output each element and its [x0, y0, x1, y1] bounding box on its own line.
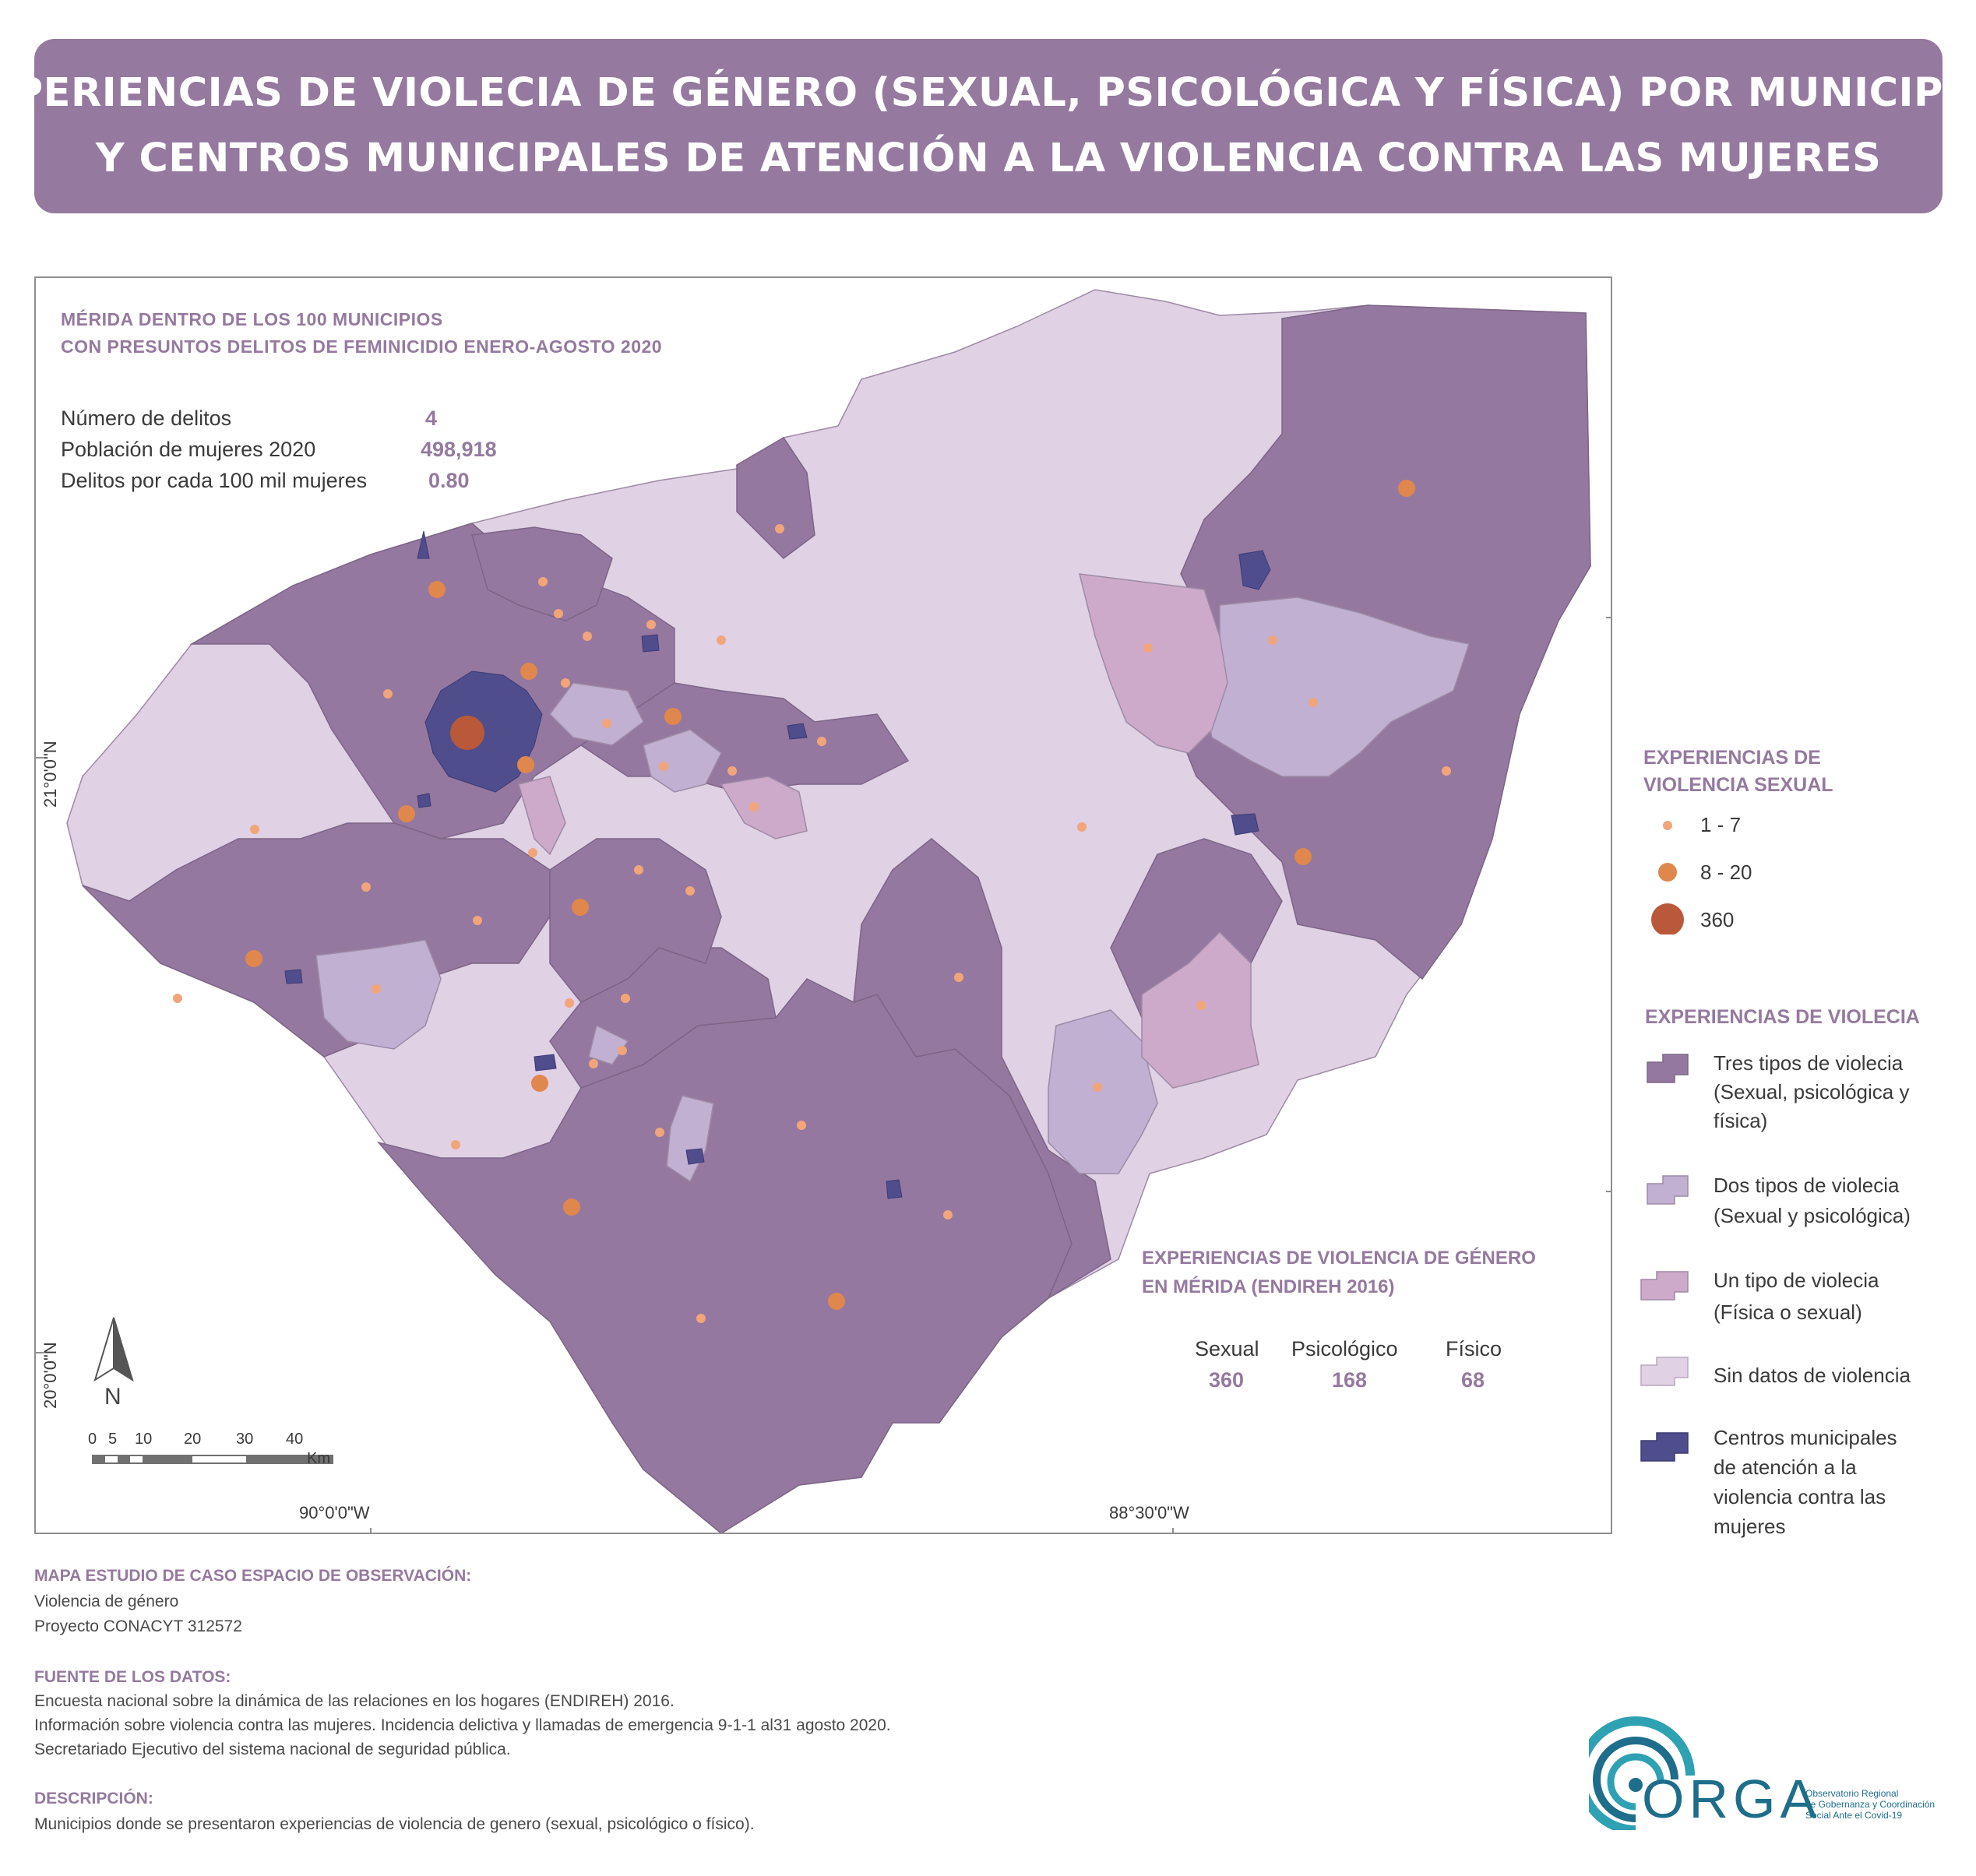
scale-unit: Km: [307, 1450, 330, 1467]
legend-tres-tipos-line-1: Tres tipos de violecia: [1714, 1051, 1904, 1075]
endireh-label-sexual: Sexual: [1195, 1337, 1259, 1360]
orga-logo-icon: [1589, 1716, 1695, 1830]
yucatan-map: [36, 289, 1611, 1533]
legend-sexual-title-2: VIOLENCIA SEXUAL: [1643, 774, 1833, 796]
scale-tick-20: 20: [184, 1431, 202, 1448]
orga-tagline-2: de Gobernanza y Coordinación: [1805, 1799, 1935, 1810]
stat-value-tasa: 0.80: [428, 469, 470, 492]
orga-tagline-1: Observatorio Regional: [1805, 1788, 1899, 1799]
scale-tick-40: 40: [286, 1431, 304, 1448]
scale-tick-5: 5: [108, 1431, 118, 1448]
dos-tipos-regions: [315, 597, 1470, 1183]
legend-tres-tipos-line-2: (Sexual, psicológica y: [1714, 1080, 1910, 1103]
legend-dos-tipos-line-1: Dos tipos de violecia: [1714, 1174, 1900, 1197]
legend-centros-line-3: violencia contra las: [1714, 1485, 1886, 1508]
title-line-2: Y CENTROS MUNICIPALES DE ATENCIÓN A LA V…: [95, 136, 1882, 181]
footer-fuente-line-1: Encuesta nacional sobre la dinámica de l…: [34, 1692, 675, 1710]
legend-sin-datos-line-1: Sin datos de violencia: [1714, 1364, 1911, 1387]
legend-sexual-class-2: 8 - 20: [1700, 861, 1752, 884]
endireh-value-psicologico: 168: [1332, 1368, 1368, 1392]
lat-label-21: 21°0'0"N: [41, 741, 60, 808]
lon-label-88: 88°30'0"W: [1109, 1503, 1189, 1522]
legend-centros-line-2: de atención a la: [1714, 1455, 1857, 1479]
legend-violencia-swatches: [1640, 1054, 1689, 1462]
scale-tick-0: 0: [88, 1431, 97, 1448]
legend-un-tipo-line-1: Un tipo de violecia: [1714, 1269, 1879, 1292]
legend-tres-tipos-line-3: física): [1714, 1109, 1768, 1132]
legend-centros-line-1: Centros municipales: [1714, 1426, 1897, 1449]
scale-tick-30: 30: [236, 1431, 254, 1448]
scale-tick-10: 10: [135, 1431, 153, 1448]
legend-sexual-class-3: 360: [1700, 908, 1735, 931]
lon-label-90: 90°0'0"W: [299, 1503, 370, 1522]
footer-fuente-line-2: Información sobre violencia contra las m…: [34, 1716, 891, 1734]
footer-fuente-line-3: Secretariado Ejecutivo del sistema nacio…: [34, 1740, 511, 1758]
scale-bar-graphic: [92, 1455, 333, 1464]
endireh-label-fisico: Físico: [1446, 1337, 1502, 1360]
endireh-heading-1: EXPERIENCIAS DE VIOLENCIA DE GÉNERO: [1142, 1248, 1536, 1269]
footer-descripcion-line-1: Municipios donde se presentaron experien…: [34, 1815, 755, 1833]
footer-mapa-line-2: Proyecto CONACYT 312572: [34, 1617, 242, 1635]
map-frame: MÉRIDA DENTRO DE LOS 100 MUNICIPIOS CON …: [34, 276, 1612, 1534]
endireh-label-psicologico: Psicológico: [1291, 1337, 1398, 1360]
stat-value-delitos: 4: [425, 407, 438, 430]
merida-heading-2: CON PRESUNTOS DELITOS DE FEMINICIDIO ENE…: [61, 336, 663, 357]
legend-sexual-title-1: EXPERIENCIAS DE: [1643, 747, 1821, 769]
legend-violencia-title: EXPERIENCIAS DE VIOLECIA: [1645, 1006, 1920, 1028]
endireh-value-sexual: 360: [1209, 1368, 1245, 1392]
north-label: N: [104, 1384, 122, 1410]
north-arrow-icon: [93, 1317, 134, 1382]
title-line-1: EXPERIENCIAS DE VIOLECIA DE GÉNERO (SEXU…: [0, 70, 1976, 116]
legend-sexual-symbols: [1651, 821, 1684, 934]
un-tipo-regions: [518, 573, 1259, 1089]
endireh-value-fisico: 68: [1461, 1368, 1485, 1392]
footer-mapa-title: MAPA ESTUDIO DE CASO ESPACIO DE OBSERVAC…: [34, 1567, 472, 1585]
legend-sexual-class-1: 1 - 7: [1700, 813, 1742, 836]
stat-value-poblacion: 498,918: [421, 438, 497, 461]
merida-heading-1: MÉRIDA DENTRO DE LOS 100 MUNICIPIOS: [61, 309, 443, 329]
footer-mapa-line-1: Violencia de género: [34, 1593, 179, 1610]
orga-tagline-3: Social Ante el Covid-19: [1805, 1810, 1903, 1821]
legend-dos-tipos-line-2: (Sexual y psicológica): [1714, 1204, 1911, 1227]
endireh-heading-2: EN MÉRIDA (ENDIREH 2016): [1142, 1276, 1395, 1297]
orga-wordmark: ORGA: [1642, 1769, 1822, 1829]
legend-centros-line-4: mujeres: [1714, 1515, 1786, 1538]
title-banner: EXPERIENCIAS DE VIOLECIA DE GÉNERO (SEXU…: [0, 39, 1976, 213]
legend-un-tipo-line-2: (Física o sexual): [1714, 1301, 1862, 1324]
stat-label-poblacion: Población de mujeres 2020: [61, 438, 316, 461]
puntos-violencia-sexual: [173, 480, 1451, 1323]
graticule-ticks: [36, 617, 1611, 1533]
footer-fuente-title: FUENTE DE LOS DATOS:: [34, 1668, 231, 1686]
stat-label-delitos: Número de delitos: [61, 407, 232, 430]
stat-label-tasa: Delitos por cada 100 mil mujeres: [61, 469, 368, 492]
lat-label-20: 20°0'0"N: [41, 1342, 60, 1409]
footer-descripcion-title: DESCRIPCIÓN:: [34, 1790, 153, 1807]
